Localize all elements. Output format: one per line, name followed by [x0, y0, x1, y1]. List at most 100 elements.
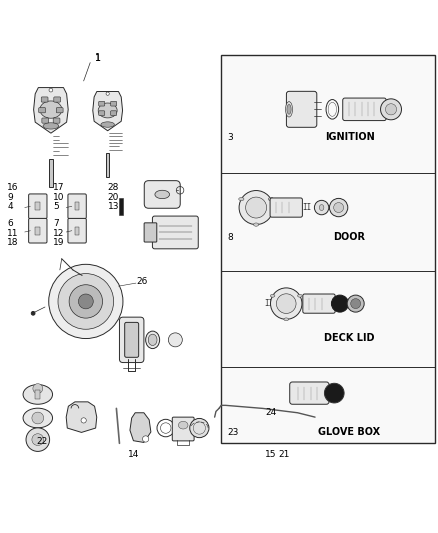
Circle shape: [78, 294, 93, 309]
Text: IGNITION: IGNITION: [325, 132, 374, 142]
FancyBboxPatch shape: [125, 322, 139, 357]
Text: 9: 9: [7, 193, 13, 202]
Text: 20: 20: [108, 193, 119, 202]
Text: 23: 23: [228, 428, 239, 437]
Ellipse shape: [146, 331, 159, 349]
Ellipse shape: [319, 205, 324, 211]
FancyBboxPatch shape: [286, 91, 317, 127]
FancyBboxPatch shape: [99, 101, 105, 106]
Circle shape: [58, 273, 114, 329]
Circle shape: [81, 418, 86, 423]
FancyBboxPatch shape: [303, 294, 335, 313]
FancyBboxPatch shape: [99, 111, 105, 116]
Ellipse shape: [148, 334, 157, 345]
Ellipse shape: [239, 197, 244, 201]
Bar: [75, 227, 79, 235]
Circle shape: [325, 383, 344, 403]
Text: 22: 22: [36, 437, 48, 446]
Circle shape: [69, 285, 102, 318]
Bar: [120, 198, 123, 215]
Bar: [35, 391, 40, 399]
Circle shape: [49, 88, 53, 92]
Text: 18: 18: [7, 238, 19, 247]
FancyBboxPatch shape: [53, 118, 60, 123]
Text: 10: 10: [53, 193, 64, 202]
Polygon shape: [106, 153, 110, 177]
Bar: [35, 203, 40, 210]
Text: 3: 3: [228, 133, 233, 142]
Circle shape: [351, 298, 360, 309]
Ellipse shape: [40, 101, 62, 118]
Text: II: II: [303, 203, 312, 212]
Ellipse shape: [43, 123, 59, 129]
Text: 14: 14: [128, 450, 140, 459]
Text: DOOR: DOOR: [334, 232, 366, 243]
Circle shape: [334, 203, 343, 213]
Ellipse shape: [286, 102, 293, 117]
Ellipse shape: [155, 190, 170, 199]
Circle shape: [332, 295, 349, 312]
Text: 15: 15: [265, 450, 276, 459]
Bar: [221, 55, 435, 443]
FancyBboxPatch shape: [42, 118, 49, 123]
Text: GLOVE BOX: GLOVE BOX: [318, 427, 381, 437]
Text: 19: 19: [53, 238, 64, 247]
FancyBboxPatch shape: [28, 219, 47, 243]
FancyBboxPatch shape: [152, 216, 198, 249]
Circle shape: [276, 294, 296, 313]
Ellipse shape: [268, 197, 273, 201]
Text: 26: 26: [136, 277, 148, 286]
Text: 6: 6: [7, 219, 13, 228]
Circle shape: [106, 92, 110, 95]
Circle shape: [246, 197, 267, 218]
Text: 12: 12: [53, 229, 64, 238]
FancyBboxPatch shape: [144, 181, 180, 208]
FancyBboxPatch shape: [144, 223, 157, 242]
FancyBboxPatch shape: [28, 194, 47, 219]
FancyBboxPatch shape: [270, 198, 302, 217]
Circle shape: [33, 384, 43, 393]
Text: 1: 1: [95, 54, 100, 63]
Circle shape: [271, 288, 302, 319]
Circle shape: [26, 428, 49, 451]
Circle shape: [168, 333, 182, 347]
Bar: [75, 203, 79, 210]
Polygon shape: [93, 92, 123, 131]
Text: 13: 13: [108, 203, 119, 212]
Polygon shape: [66, 402, 97, 432]
Circle shape: [314, 200, 329, 215]
Circle shape: [31, 311, 35, 315]
Text: 28: 28: [108, 183, 119, 192]
Ellipse shape: [178, 421, 188, 429]
Ellipse shape: [98, 103, 117, 118]
Polygon shape: [34, 87, 68, 133]
Text: II: II: [265, 299, 274, 308]
Circle shape: [385, 104, 397, 115]
Circle shape: [32, 434, 44, 446]
Text: 16: 16: [7, 183, 19, 192]
FancyBboxPatch shape: [343, 98, 386, 120]
Text: 7: 7: [53, 219, 59, 228]
FancyBboxPatch shape: [39, 108, 46, 113]
FancyBboxPatch shape: [110, 101, 117, 106]
Ellipse shape: [284, 318, 289, 321]
Text: 21: 21: [279, 450, 290, 459]
FancyBboxPatch shape: [54, 97, 60, 102]
Ellipse shape: [101, 122, 114, 127]
Text: 24: 24: [265, 408, 276, 417]
FancyBboxPatch shape: [290, 382, 329, 404]
Bar: [35, 227, 40, 235]
Ellipse shape: [23, 385, 53, 404]
Circle shape: [32, 412, 44, 424]
Ellipse shape: [23, 408, 53, 428]
FancyBboxPatch shape: [120, 317, 144, 362]
Ellipse shape: [287, 104, 291, 114]
Text: 4: 4: [7, 203, 13, 212]
Circle shape: [190, 418, 209, 438]
Text: 1: 1: [95, 53, 101, 62]
FancyBboxPatch shape: [172, 417, 194, 441]
FancyBboxPatch shape: [41, 97, 48, 102]
Text: 5: 5: [53, 203, 59, 212]
FancyBboxPatch shape: [110, 111, 117, 116]
Text: 11: 11: [7, 229, 19, 238]
